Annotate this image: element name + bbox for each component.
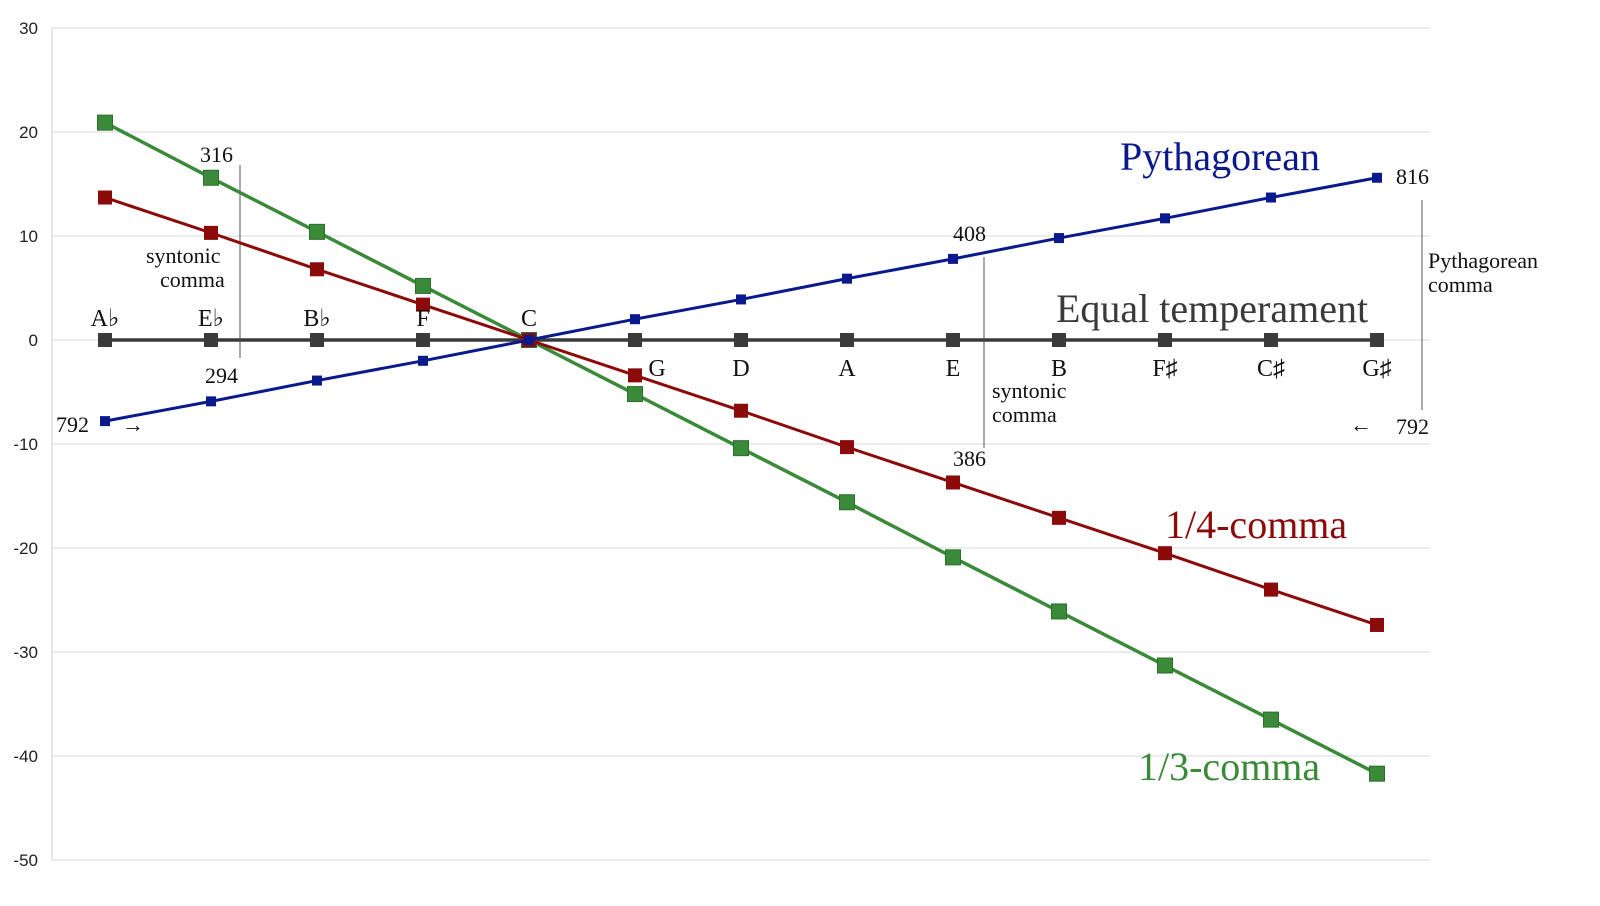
- point-equal-temperament: [1158, 333, 1172, 347]
- annotation-792-left: 792: [56, 412, 89, 437]
- annotation-316: 316: [200, 142, 233, 167]
- series-label-1-3-comma: 1/3-comma: [1138, 744, 1320, 789]
- point-pythagorean: [842, 273, 852, 284]
- point-pythagorean: [1266, 192, 1276, 203]
- point-pythagorean: [736, 294, 746, 305]
- note-label: C♯: [1257, 356, 1285, 382]
- note-label: C: [521, 306, 537, 332]
- point-pythagorean: [630, 314, 640, 325]
- note-label: E: [946, 356, 961, 382]
- annotation-syntonic-right-1: syntonic: [992, 378, 1067, 403]
- annotation-294: 294: [205, 363, 238, 388]
- point-1-4-comma: [734, 403, 748, 418]
- annotation-pythagorean-comma-2: comma: [1428, 272, 1493, 297]
- point-1-3-comma: [1051, 603, 1067, 620]
- point-1-3-comma: [733, 440, 749, 457]
- series-label-equal-temperament: Equal temperament: [1056, 286, 1368, 331]
- point-1-4-comma: [840, 440, 854, 455]
- y-tick-label: 10: [19, 227, 38, 246]
- point-1-4-comma: [98, 190, 112, 205]
- y-tick-label: 0: [29, 331, 38, 350]
- point-1-4-comma: [310, 262, 324, 277]
- y-tick-label: -30: [13, 643, 38, 662]
- point-equal-temperament: [840, 333, 854, 347]
- point-1-4-comma: [1370, 617, 1384, 632]
- point-1-4-comma: [416, 297, 430, 312]
- comma-reference-lines: [239, 165, 1423, 448]
- note-label: E♭: [198, 306, 224, 332]
- point-1-3-comma: [839, 494, 855, 511]
- point-equal-temperament: [628, 333, 642, 347]
- point-pythagorean: [524, 335, 534, 345]
- annotation-pythagorean-comma-1: Pythagorean: [1428, 248, 1538, 273]
- point-1-3-comma: [203, 169, 219, 186]
- note-labels: A♭ E♭ B♭ F C G D A E B F♯ C♯ G♯: [91, 306, 1392, 382]
- point-1-4-comma: [946, 475, 960, 490]
- note-label: F: [416, 306, 429, 332]
- point-equal-temperament: [98, 333, 112, 347]
- series-labels: Pythagorean Equal temperament 1/4-comma 1/3…: [1056, 134, 1368, 789]
- y-tick-labels: 30 20 10 0 -10 -20 -30 -40 -50: [13, 19, 38, 870]
- point-pythagorean: [418, 355, 428, 366]
- note-label: F♯: [1152, 356, 1177, 382]
- point-equal-temperament: [204, 333, 218, 347]
- point-1-4-comma: [1052, 510, 1066, 525]
- point-equal-temperament: [1264, 333, 1278, 347]
- y-tick-label: -50: [13, 851, 38, 870]
- point-1-3-comma: [1263, 711, 1279, 728]
- point-equal-temperament: [946, 333, 960, 347]
- point-1-4-comma: [1264, 582, 1278, 597]
- point-1-4-comma: [204, 225, 218, 240]
- annotation-syntonic-right-2: comma: [992, 402, 1057, 427]
- annotation-syntonic-left-2: comma: [160, 267, 225, 292]
- point-1-4-comma: [1158, 546, 1172, 561]
- annotation-816: 816: [1396, 164, 1429, 189]
- y-tick-label: 20: [19, 123, 38, 142]
- point-equal-temperament: [734, 333, 748, 347]
- y-tick-label: 30: [19, 19, 38, 38]
- point-1-3-comma: [945, 549, 961, 566]
- point-pythagorean: [206, 396, 216, 407]
- note-label: D: [732, 356, 749, 382]
- point-equal-temperament: [310, 333, 324, 347]
- annotation-408: 408: [953, 221, 986, 246]
- annotation-792-right: 792: [1396, 414, 1429, 439]
- note-label: G: [648, 356, 665, 382]
- note-label: B: [1051, 356, 1067, 382]
- series-layer: [97, 114, 1385, 782]
- point-pythagorean: [312, 375, 322, 386]
- point-1-3-comma: [1369, 765, 1385, 782]
- note-label: B♭: [303, 306, 330, 332]
- y-tick-label: -20: [13, 539, 38, 558]
- note-label: A♭: [91, 306, 120, 332]
- point-pythagorean: [1372, 172, 1382, 183]
- point-1-3-comma: [309, 223, 325, 240]
- y-tick-label: -10: [13, 435, 38, 454]
- point-1-3-comma: [415, 277, 431, 294]
- note-label: A: [838, 356, 856, 382]
- annotation-syntonic-left-1: syntonic: [146, 243, 221, 268]
- point-pythagorean: [1160, 213, 1170, 224]
- point-pythagorean: [1054, 233, 1064, 244]
- point-pythagorean: [100, 416, 110, 427]
- series-label-pythagorean: Pythagorean: [1120, 134, 1320, 179]
- arrow-right-icon: →: [122, 412, 144, 437]
- point-equal-temperament: [416, 333, 430, 347]
- point-equal-temperament: [1052, 333, 1066, 347]
- note-label: G♯: [1362, 356, 1391, 382]
- point-1-3-comma: [627, 386, 643, 403]
- point-equal-temperament: [1370, 333, 1384, 347]
- series-label-1-4-comma: 1/4-comma: [1165, 502, 1347, 547]
- arrow-left-icon: ←: [1350, 412, 1372, 437]
- point-1-3-comma: [97, 114, 113, 131]
- point-1-3-comma: [1157, 657, 1173, 674]
- y-tick-label: -40: [13, 747, 38, 766]
- point-1-4-comma: [628, 368, 642, 383]
- point-pythagorean: [948, 253, 958, 264]
- annotation-386: 386: [953, 446, 986, 471]
- annotations: 316 294 syntonic comma 408 386 syntonic …: [56, 142, 1538, 471]
